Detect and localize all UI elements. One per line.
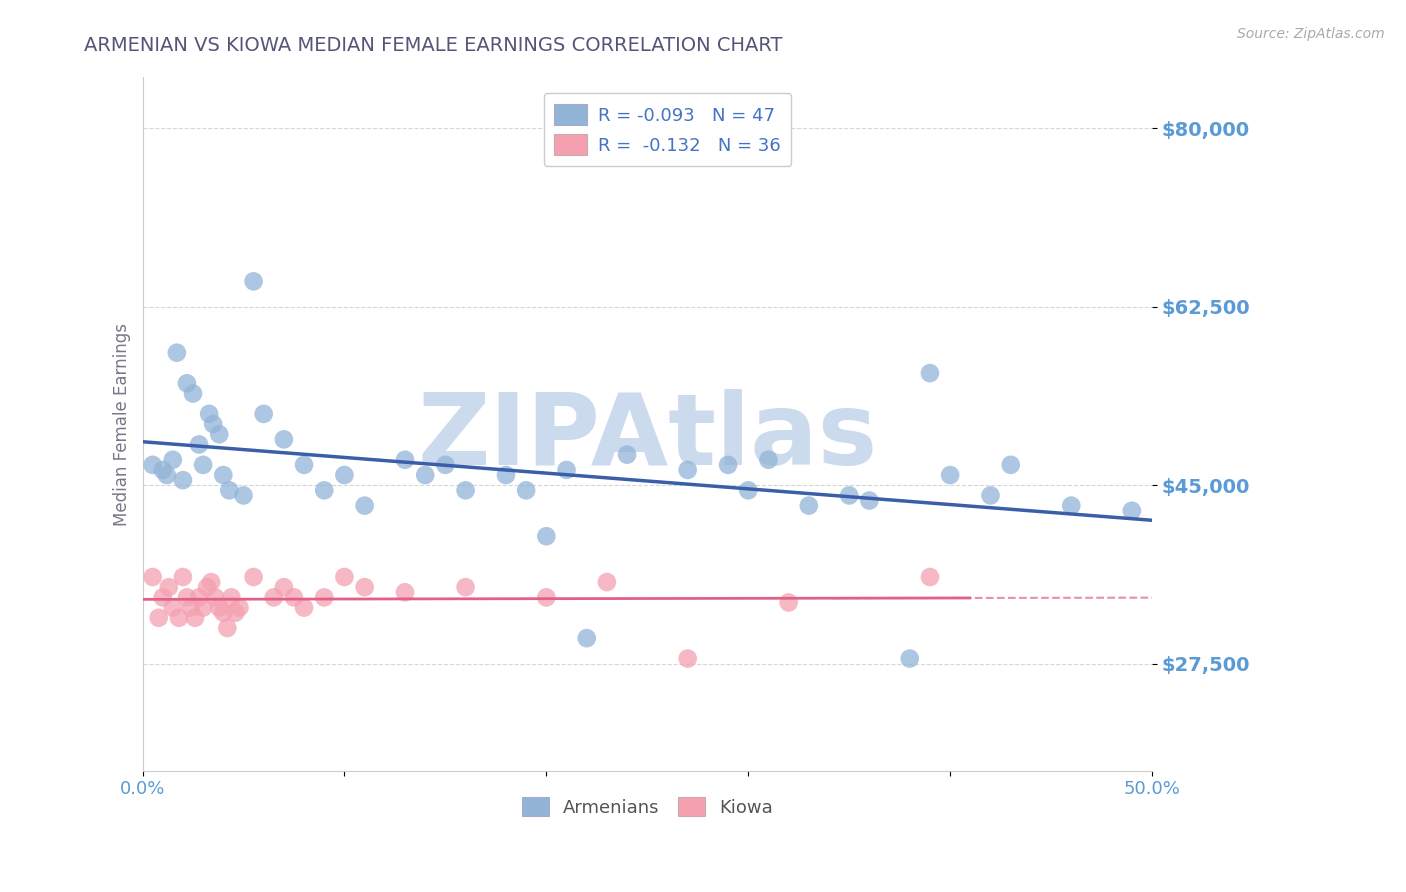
Point (353, 499, 375, 513)
Point (200, 575, 222, 590)
Point (195, 580, 218, 594)
Point (208, 600, 231, 615)
Point (536, 591, 558, 605)
Point (1060, 499, 1083, 513)
Y-axis label: Median Female Earnings: Median Female Earnings (114, 323, 131, 525)
Text: ARMENIAN VS KIOWA MEDIAN FEMALE EARNINGS CORRELATION CHART: ARMENIAN VS KIOWA MEDIAN FEMALE EARNINGS… (84, 36, 783, 54)
Point (333, 468, 356, 483)
Point (314, 591, 336, 605)
Point (208, 427, 231, 442)
Point (495, 468, 517, 483)
Point (188, 591, 211, 605)
Point (918, 570, 941, 584)
Point (162, 452, 184, 467)
Point (778, 595, 800, 609)
Point (737, 483, 759, 498)
Point (253, 407, 276, 421)
Point (858, 493, 880, 508)
Point (413, 468, 436, 483)
Point (212, 468, 235, 483)
Point (838, 488, 860, 502)
Point (142, 458, 165, 472)
Point (221, 591, 243, 605)
Point (515, 483, 537, 498)
Point (394, 585, 416, 599)
Point (176, 376, 198, 391)
Point (314, 483, 336, 498)
Point (176, 591, 198, 605)
Point (575, 631, 598, 645)
Point (172, 473, 194, 487)
Point (191, 600, 214, 615)
Point (273, 433, 295, 447)
Point (273, 580, 295, 594)
Point (353, 580, 375, 594)
Point (180, 600, 202, 615)
Point (536, 529, 558, 543)
Point (212, 606, 235, 620)
Point (555, 463, 578, 477)
Point (181, 386, 204, 401)
Point (224, 606, 246, 620)
Point (191, 458, 214, 472)
Point (596, 575, 619, 590)
Point (616, 448, 638, 462)
Point (232, 488, 254, 502)
Point (676, 463, 699, 477)
Point (142, 570, 165, 584)
Point (162, 600, 184, 615)
Point (152, 463, 174, 477)
Point (797, 499, 820, 513)
Point (166, 345, 188, 359)
Point (939, 468, 962, 483)
Point (218, 483, 240, 498)
Point (1121, 504, 1143, 518)
Legend: Armenians, Kiowa: Armenians, Kiowa (515, 790, 780, 824)
Point (148, 611, 170, 625)
Point (980, 488, 1002, 502)
Point (217, 621, 239, 635)
Point (758, 452, 780, 467)
Text: ZIPAtlas: ZIPAtlas (418, 390, 877, 486)
Point (898, 651, 921, 665)
Point (1000, 458, 1022, 472)
Point (292, 600, 315, 615)
Text: Source: ZipAtlas.com: Source: ZipAtlas.com (1237, 27, 1385, 41)
Point (454, 580, 477, 594)
Point (184, 611, 207, 625)
Point (454, 483, 477, 498)
Point (292, 458, 315, 472)
Point (172, 570, 194, 584)
Point (202, 417, 225, 431)
Point (918, 366, 941, 380)
Point (157, 580, 180, 594)
Point (242, 570, 264, 584)
Point (263, 591, 285, 605)
Point (676, 651, 699, 665)
Point (198, 407, 221, 421)
Point (283, 591, 305, 605)
Point (204, 591, 226, 605)
Point (228, 600, 250, 615)
Point (188, 437, 211, 451)
Point (242, 274, 264, 288)
Point (333, 570, 356, 584)
Point (152, 591, 174, 605)
Point (434, 458, 457, 472)
Point (717, 458, 740, 472)
Point (394, 452, 416, 467)
Point (156, 468, 179, 483)
Point (167, 611, 190, 625)
